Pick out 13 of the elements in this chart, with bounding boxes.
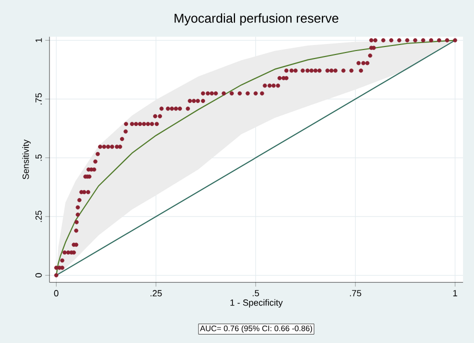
- x-tick-label: .25: [150, 290, 162, 296]
- y-tick-label: .5: [36, 154, 42, 161]
- chart-title: Myocardial perfusion reserve: [174, 13, 338, 26]
- x-tick-label: 1: [453, 290, 458, 296]
- x-tick-label: 0: [54, 290, 58, 296]
- y-tick-label: .25: [35, 210, 42, 222]
- y-tick-label: 0: [35, 273, 42, 278]
- x-tick-label: .5: [252, 290, 260, 296]
- x-axis-title: 1 - Specificity: [230, 299, 283, 308]
- y-tick-label: 1: [36, 38, 42, 42]
- x-tick-label: .75: [350, 290, 362, 296]
- y-axis-title: Sensitivity: [22, 140, 31, 180]
- y-tick-label: .75: [36, 93, 42, 104]
